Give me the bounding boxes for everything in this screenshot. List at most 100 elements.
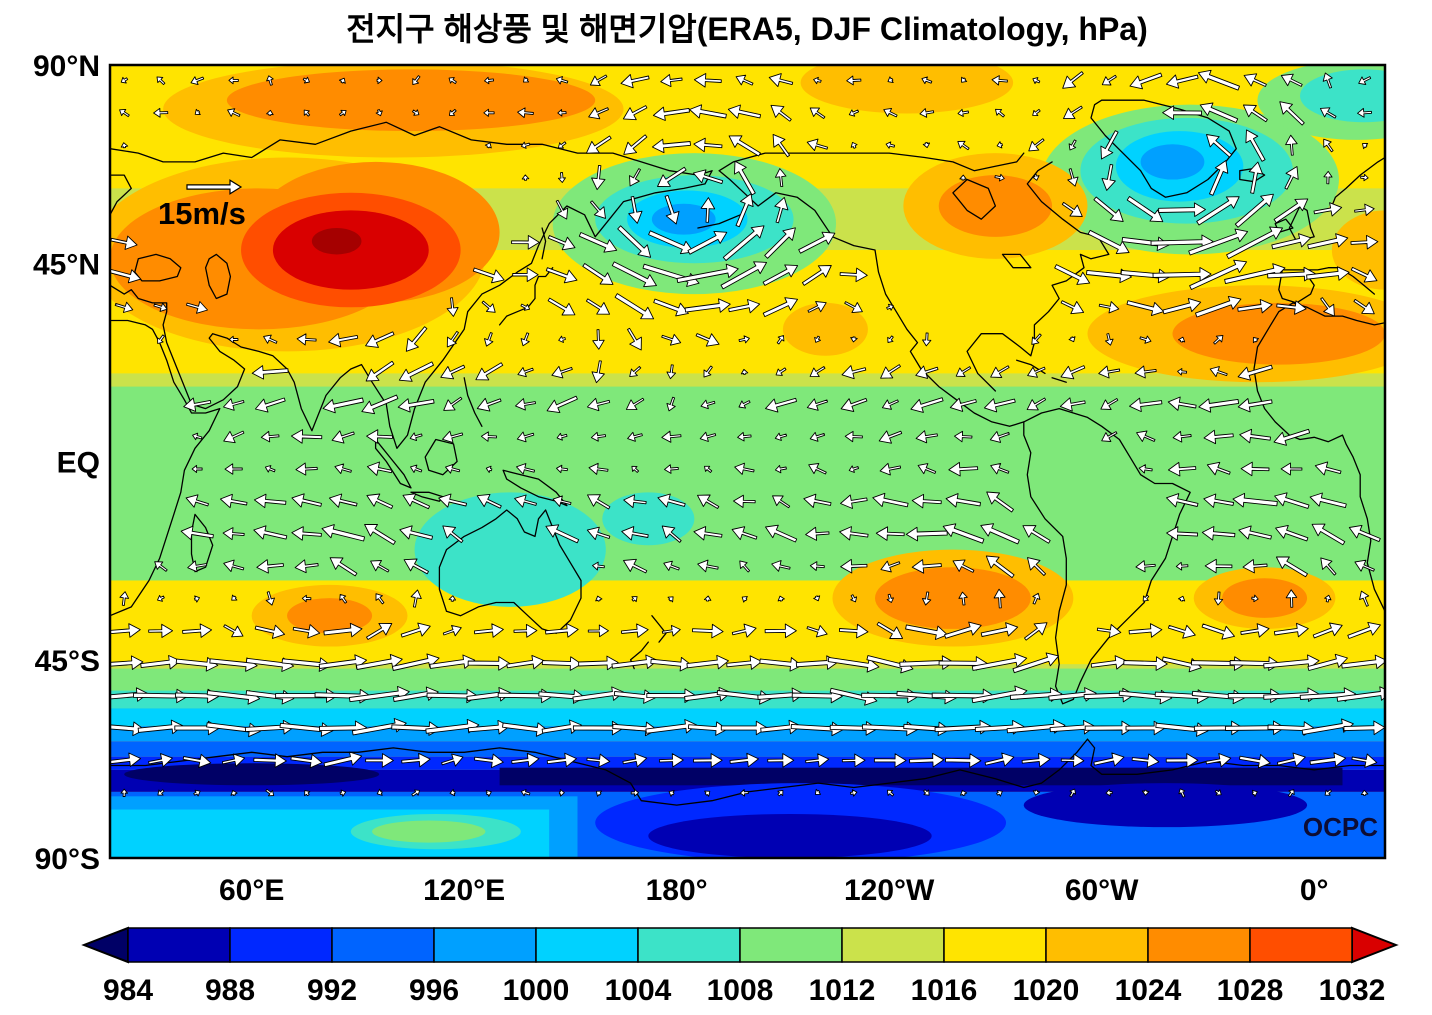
wind-arrow: [1203, 429, 1234, 445]
wind-arrow: [628, 195, 643, 224]
wind-arrow: [1031, 333, 1042, 345]
wind-arrow: [266, 75, 274, 86]
wind-arrow: [1341, 654, 1385, 670]
wind-arrow: [805, 753, 830, 768]
wind-arrow: [366, 461, 393, 476]
wind-arrow: [844, 301, 863, 314]
wind-arrow: [740, 368, 749, 375]
wind-arrow: [476, 397, 502, 412]
wind-arrow: [180, 525, 214, 541]
wind-arrow: [1100, 398, 1119, 410]
pressure-shape: [602, 492, 695, 546]
wind-arrow: [265, 591, 275, 606]
wind-arrow: [120, 788, 128, 797]
wind-arrow: [1177, 368, 1188, 376]
wind-arrow: [1021, 752, 1051, 768]
wind-arrow: [295, 462, 318, 476]
wind-arrow: [517, 367, 534, 378]
wind-arrow: [809, 561, 825, 571]
wind-arrow: [1188, 228, 1249, 256]
colorbar-tick-label: 1008: [707, 974, 774, 1007]
wind-arrow: [805, 526, 830, 541]
wind-arrow: [692, 169, 724, 185]
wind-arrow: [193, 789, 201, 797]
wind-arrow: [651, 138, 691, 154]
wind-arrow: [1206, 461, 1231, 476]
wind-arrow: [692, 623, 724, 639]
wind-arrow: [1172, 430, 1192, 443]
wind-arrow: [334, 463, 352, 475]
wind-arrow: [738, 400, 751, 409]
wind-arrow: [990, 365, 1010, 378]
wind-arrow: [911, 559, 942, 574]
wind-arrow: [1285, 589, 1298, 608]
wind-arrow: [578, 232, 618, 253]
wind-arrow: [546, 395, 578, 414]
wind-arrow: [547, 297, 576, 316]
wind-arrow: [942, 523, 985, 544]
wind-arrow: [264, 465, 276, 473]
wind-arrow: [589, 200, 606, 219]
wind-arrow: [595, 790, 603, 797]
wind-arrow: [886, 303, 894, 311]
colorbar-segment: [535, 927, 639, 963]
wind-arrow: [251, 365, 289, 380]
wind-arrow: [738, 335, 750, 344]
wind-arrow: [1343, 720, 1385, 736]
wind-arrow: [1100, 130, 1119, 160]
wind-arrow: [883, 107, 898, 118]
wind-arrow: [1032, 77, 1041, 85]
coastline: [1331, 156, 1385, 207]
wind-arrow: [375, 109, 383, 117]
wind-arrow: [1320, 557, 1337, 576]
wind-arrow: [846, 75, 862, 86]
wind-arrow: [695, 333, 720, 347]
wind-arrow: [886, 789, 895, 797]
wind-arrow: [949, 397, 977, 412]
colorbar-segment: [637, 927, 741, 963]
wind-arrow: [520, 332, 530, 347]
pressure-shape: [875, 567, 1031, 629]
wind-arrow: [546, 752, 577, 768]
wind-arrow: [328, 332, 359, 348]
wind-arrow: [735, 193, 754, 228]
wind-arrow: [887, 76, 894, 84]
wind-arrow: [775, 367, 787, 376]
wind-arrow: [110, 235, 138, 250]
wind-arrow: [190, 76, 205, 86]
wind-arrow: [919, 108, 935, 118]
wind-arrow: [771, 560, 791, 572]
wind-arrow: [1359, 590, 1370, 607]
wind-arrow: [1224, 263, 1286, 285]
wind-arrow: [506, 654, 545, 670]
wind-arrow: [622, 105, 648, 121]
wind-arrow: [809, 366, 826, 378]
wind-arrow: [728, 299, 761, 314]
wind-arrow: [611, 261, 657, 288]
wind-arrow: [1131, 753, 1160, 768]
wind-arrow: [194, 108, 201, 115]
wind-arrow: [1059, 397, 1086, 412]
wind-arrow: [915, 430, 938, 444]
wind-arrow: [1360, 789, 1369, 796]
pressure-shape: [1222, 578, 1308, 618]
wind-arrow: [620, 623, 649, 638]
wind-arrow: [475, 362, 504, 381]
wind-arrow: [774, 196, 789, 224]
wind-arrow: [1166, 526, 1199, 541]
wind-arrow: [1252, 337, 1259, 344]
wind-arrow: [629, 168, 641, 187]
wind-arrow: [699, 431, 717, 442]
wind-arrow: [704, 790, 711, 797]
wind-arrow: [922, 332, 932, 347]
wind-arrow: [1237, 299, 1273, 314]
wind-arrow: [329, 557, 358, 577]
wind-arrow: [813, 595, 821, 602]
wind-arrow: [1276, 300, 1307, 315]
wind-arrow: [806, 138, 829, 152]
wind-arrow: [1139, 335, 1152, 344]
wind-arrow: [1240, 623, 1270, 638]
wind-arrow: [1240, 461, 1270, 477]
wind-arrow: [876, 621, 904, 639]
wind-arrow: [361, 394, 399, 415]
